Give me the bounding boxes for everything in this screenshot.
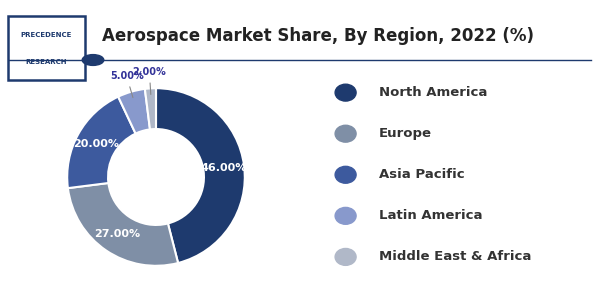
- Text: Europe: Europe: [379, 127, 432, 140]
- Wedge shape: [118, 89, 150, 134]
- Wedge shape: [68, 183, 178, 266]
- Wedge shape: [145, 88, 156, 129]
- Text: 46.00%: 46.00%: [200, 164, 247, 173]
- Circle shape: [335, 84, 356, 101]
- Text: 2.00%: 2.00%: [133, 68, 166, 94]
- Wedge shape: [156, 88, 245, 263]
- Text: Aerospace Market Share, By Region, 2022 (%): Aerospace Market Share, By Region, 2022 …: [102, 27, 534, 45]
- Circle shape: [335, 125, 356, 142]
- Text: North America: North America: [379, 86, 487, 99]
- Circle shape: [335, 248, 356, 266]
- Text: 20.00%: 20.00%: [73, 139, 119, 149]
- Text: Asia Pacific: Asia Pacific: [379, 168, 464, 181]
- FancyBboxPatch shape: [8, 16, 85, 80]
- Text: Middle East & Africa: Middle East & Africa: [379, 250, 531, 263]
- Text: PRECEDENCE: PRECEDENCE: [21, 32, 72, 38]
- Text: RESEARCH: RESEARCH: [26, 59, 67, 65]
- Wedge shape: [67, 97, 136, 188]
- Text: Latin America: Latin America: [379, 209, 482, 222]
- Text: 27.00%: 27.00%: [95, 229, 140, 238]
- Text: 5.00%: 5.00%: [110, 71, 143, 98]
- Circle shape: [335, 166, 356, 183]
- Circle shape: [335, 207, 356, 224]
